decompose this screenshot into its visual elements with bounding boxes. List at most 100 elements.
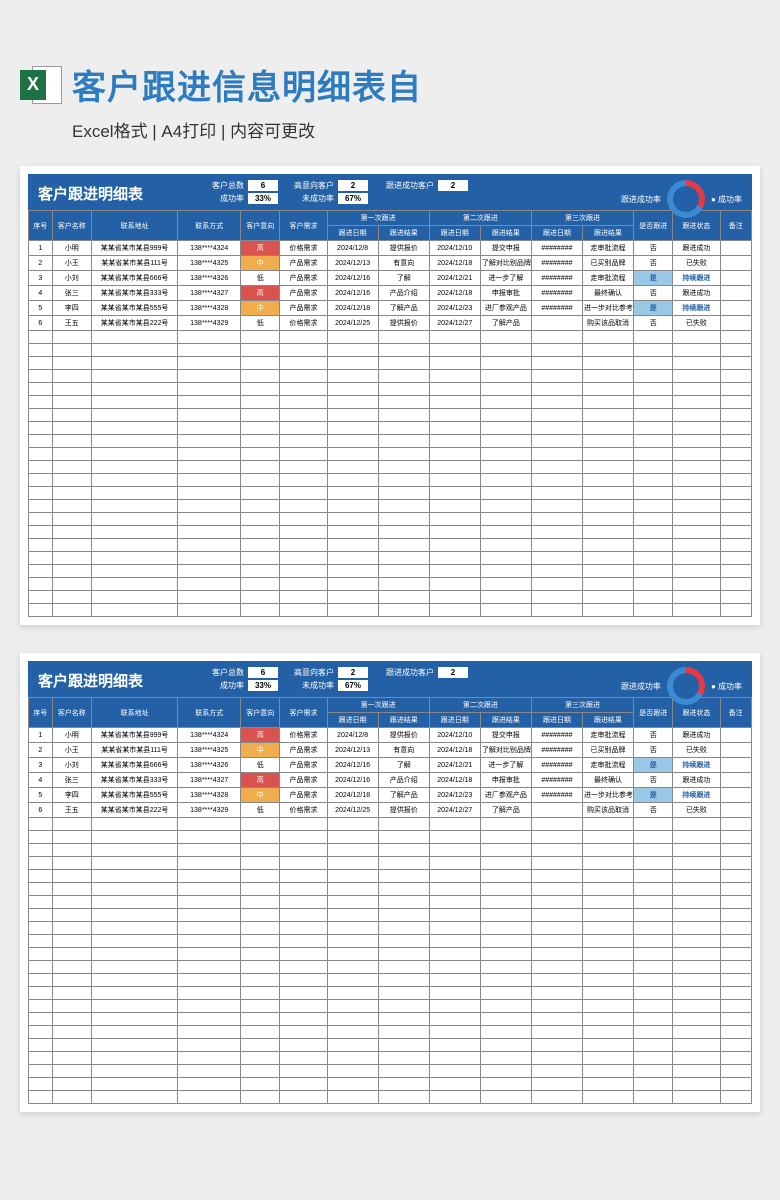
stat-label: 跟进成功客户 [378, 667, 434, 678]
cell: 某某省某市某县666号 [91, 758, 177, 773]
cell-intent: 中 [241, 788, 280, 803]
cell-followed: 否 [634, 728, 673, 743]
cell: 3 [29, 271, 53, 286]
cell: 进厂参观产品 [480, 788, 531, 803]
table-row [29, 344, 752, 357]
cell-status: 跟进成功 [673, 286, 720, 301]
cell: 138****4326 [178, 271, 241, 286]
table-row [29, 831, 752, 844]
stat-label: 高意向客户 [288, 667, 334, 678]
cell: 2024/12/18 [327, 788, 378, 803]
cell: 产品介绍 [378, 773, 429, 788]
cell: 了解产品 [378, 301, 429, 316]
table-row [29, 844, 752, 857]
cell [531, 316, 582, 331]
cell: 提供报价 [378, 803, 429, 818]
cell: 张三 [52, 773, 91, 788]
stat-value: 2 [338, 667, 368, 678]
cell: 产品需求 [280, 256, 327, 271]
table-row [29, 1052, 752, 1065]
cell: 138****4328 [178, 301, 241, 316]
stat-block: 客户总数 6 高意向客户 2 跟进成功客户 2 成功率 33% 未成功率 67% [198, 667, 658, 693]
stat-label: 跟进成功客户 [378, 180, 434, 191]
cell: 某某省某市某县555号 [91, 788, 177, 803]
cell: 最终确认 [582, 773, 633, 788]
cell [720, 788, 752, 803]
cell: 某某省某市某县222号 [91, 316, 177, 331]
col-header: 客户名称 [52, 211, 91, 241]
table-row [29, 487, 752, 500]
table-row [29, 961, 752, 974]
table-row [29, 974, 752, 987]
cell: 某某省某市某县333号 [91, 286, 177, 301]
cell-followed: 是 [634, 271, 673, 286]
col-header: 序号 [29, 211, 53, 241]
cell: 2024/12/8 [327, 241, 378, 256]
cell: 138****4325 [178, 256, 241, 271]
cell-followed: 否 [634, 256, 673, 271]
table-row [29, 513, 752, 526]
cell: 4 [29, 773, 53, 788]
cell-intent: 高 [241, 286, 280, 301]
stat-label: 客户总数 [198, 667, 244, 678]
cell-status: 已失败 [673, 743, 720, 758]
table-row [29, 1065, 752, 1078]
cell: 了解 [378, 271, 429, 286]
cell: 小明 [52, 728, 91, 743]
table-row [29, 526, 752, 539]
cell: 2024/12/21 [429, 271, 480, 286]
cell: 4 [29, 286, 53, 301]
page-title: 客户跟进信息明细表自 [72, 60, 422, 109]
cell: 提交申报 [480, 728, 531, 743]
table-row [29, 1013, 752, 1026]
table-row: 1 小明 某某省某市某县999号 138****4324 高 价格需求 2024… [29, 241, 752, 256]
table-row [29, 357, 752, 370]
col-header: 第二次跟进 [429, 211, 531, 226]
sheet-title: 客户跟进明细表 [38, 670, 188, 691]
cell: 138****4324 [178, 728, 241, 743]
col-header: 跟进日期 [429, 226, 480, 241]
cell: 5 [29, 788, 53, 803]
table-row [29, 818, 752, 831]
cell-intent: 中 [241, 301, 280, 316]
cell: 了解对比别品牌 [480, 256, 531, 271]
stat-label: 客户总数 [198, 180, 244, 191]
cell: 已买别品牌 [582, 743, 633, 758]
col-header: 联系地址 [91, 211, 177, 241]
cell: 进厂参观产品 [480, 301, 531, 316]
col-header: 客户需求 [280, 211, 327, 241]
cell: 2 [29, 743, 53, 758]
cell: 138****4325 [178, 743, 241, 758]
table-row: 6 王五 某某省某市某县222号 138****4329 低 价格需求 2024… [29, 803, 752, 818]
cell: 2024/12/27 [429, 803, 480, 818]
cell: 2024/12/13 [327, 256, 378, 271]
cell-followed: 否 [634, 241, 673, 256]
cell: 小明 [52, 241, 91, 256]
cell: 产品介绍 [378, 286, 429, 301]
cell: 6 [29, 803, 53, 818]
stat-label: 成功率 [198, 193, 244, 204]
cell: 2024/12/10 [429, 728, 480, 743]
cell-status: 跟进成功 [673, 773, 720, 788]
cell: 2024/12/10 [429, 241, 480, 256]
cell-followed: 是 [634, 301, 673, 316]
cell [720, 271, 752, 286]
cell: 申报审批 [480, 773, 531, 788]
cell: 走审批流程 [582, 758, 633, 773]
cell: 5 [29, 301, 53, 316]
cell: 某某省某市某县333号 [91, 773, 177, 788]
page-subtitle: Excel格式 | A4打印 | 内容可更改 [72, 117, 760, 142]
cell: 138****4328 [178, 788, 241, 803]
table-row [29, 409, 752, 422]
cell: 2024/12/16 [327, 773, 378, 788]
cell: ######## [531, 758, 582, 773]
donut-label: 跟进成功率 [621, 194, 661, 205]
table-row: 3 小刘 某某省某市某县666号 138****4326 低 产品需求 2024… [29, 271, 752, 286]
cell-followed: 是 [634, 788, 673, 803]
cell-followed: 是 [634, 758, 673, 773]
table-row: 6 王五 某某省某市某县222号 138****4329 低 价格需求 2024… [29, 316, 752, 331]
cell: 了解产品 [378, 788, 429, 803]
table-row: 4 张三 某某省某市某县333号 138****4327 高 产品需求 2024… [29, 286, 752, 301]
col-header: 第一次跟进 [327, 211, 429, 226]
cell: ######## [531, 256, 582, 271]
